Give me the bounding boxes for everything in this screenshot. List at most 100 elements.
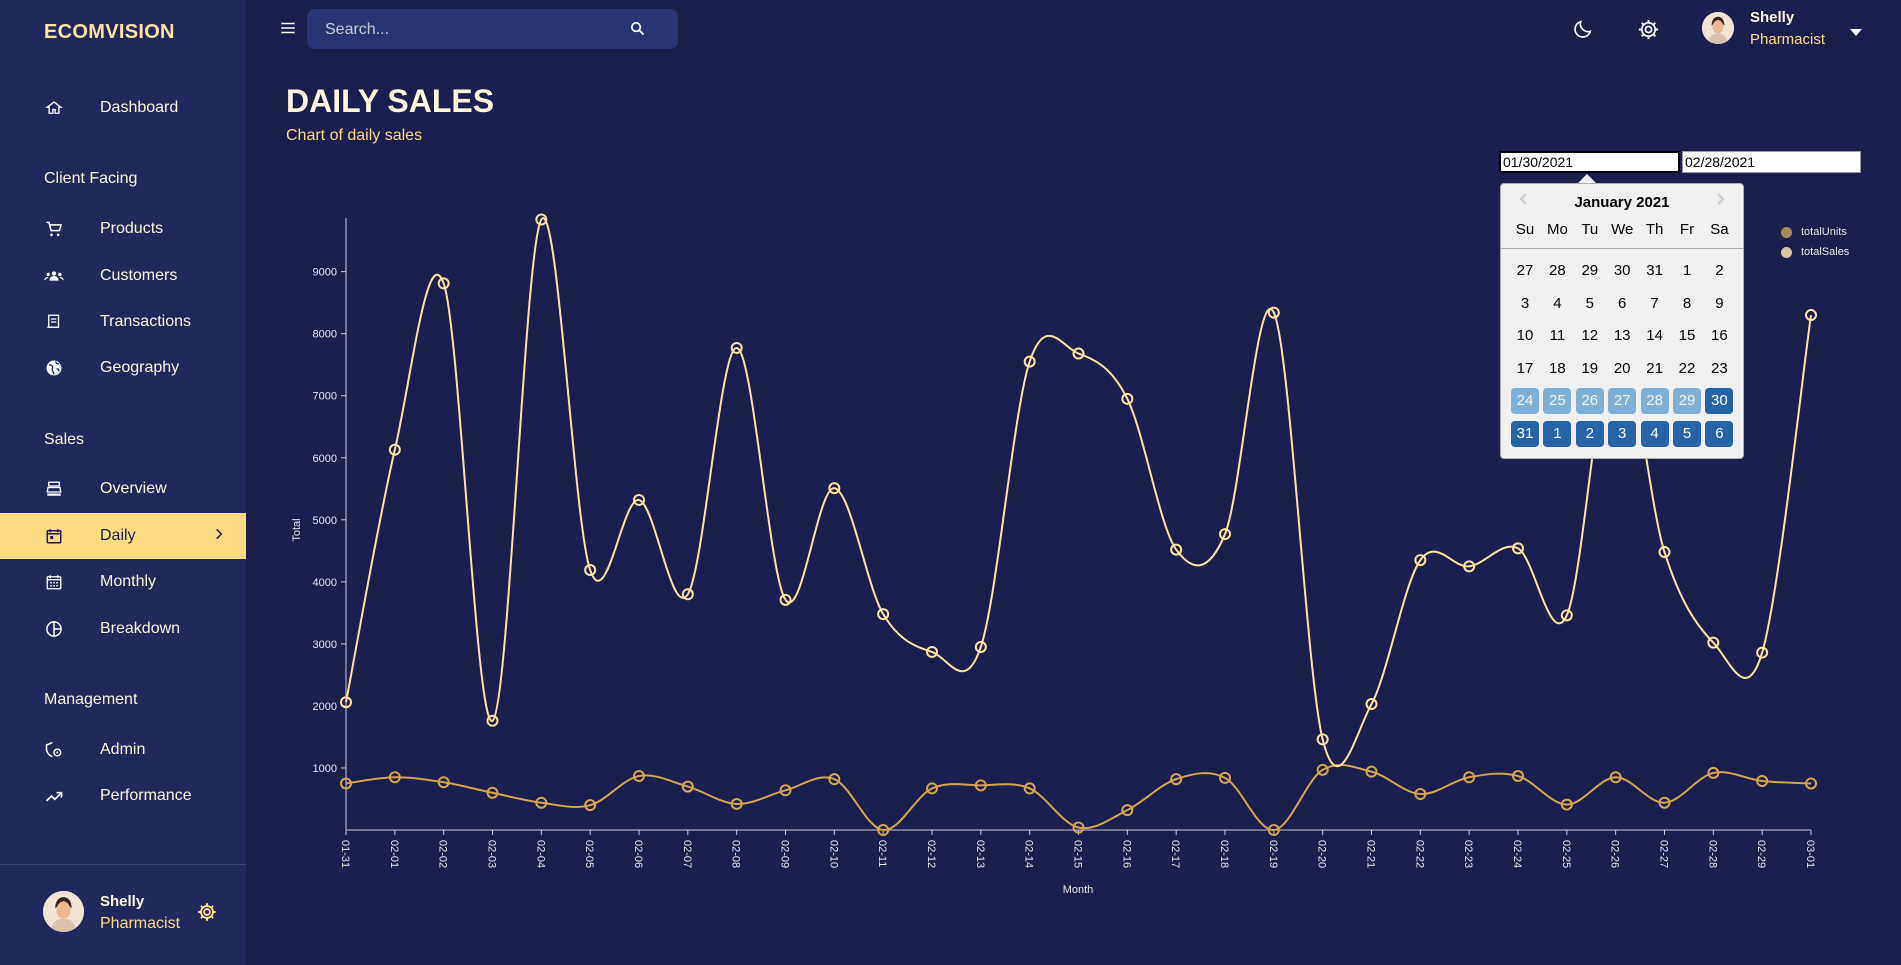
settings-icon[interactable] bbox=[1637, 18, 1660, 46]
data-point-totalUnits[interactable] bbox=[1219, 771, 1231, 784]
data-point-totalUnits[interactable] bbox=[1756, 774, 1769, 787]
data-point-totalSales[interactable] bbox=[828, 482, 841, 495]
next-month-icon[interactable] bbox=[1715, 192, 1725, 210]
data-point-totalUnits[interactable] bbox=[1414, 788, 1427, 801]
data-point-totalSales[interactable] bbox=[1219, 528, 1231, 541]
calendar-day[interactable]: 22 bbox=[1678, 359, 1696, 377]
sidebar-item-admin[interactable]: Admin bbox=[0, 727, 246, 773]
calendar-day[interactable]: 19 bbox=[1581, 359, 1599, 377]
brand-logo[interactable]: ECOMVISION bbox=[44, 21, 175, 43]
calendar-day[interactable]: 3 bbox=[1608, 420, 1637, 447]
data-point-totalUnits[interactable] bbox=[730, 797, 743, 810]
data-point-totalSales[interactable] bbox=[1072, 347, 1085, 360]
data-point-totalSales[interactable] bbox=[584, 564, 597, 577]
sidebar-item-geography[interactable]: Geography bbox=[0, 345, 246, 391]
calendar-day[interactable]: 28 bbox=[1640, 388, 1669, 414]
data-point-totalSales[interactable] bbox=[730, 341, 743, 354]
data-point-totalSales[interactable] bbox=[388, 443, 401, 456]
data-point-totalSales[interactable] bbox=[1121, 392, 1134, 405]
calendar-day[interactable]: 13 bbox=[1613, 327, 1631, 344]
data-point-totalUnits[interactable] bbox=[437, 776, 450, 789]
calendar-day[interactable]: 17 bbox=[1516, 359, 1534, 377]
data-point-totalUnits[interactable] bbox=[779, 784, 792, 797]
data-point-totalUnits[interactable] bbox=[1316, 763, 1329, 776]
calendar-day[interactable]: 30 bbox=[1613, 262, 1631, 279]
dark-mode-icon[interactable] bbox=[1572, 18, 1594, 45]
avatar[interactable] bbox=[1702, 12, 1734, 44]
data-point-totalSales[interactable] bbox=[1560, 609, 1573, 622]
calendar-day[interactable]: 20 bbox=[1613, 359, 1631, 377]
calendar-day[interactable]: 21 bbox=[1646, 359, 1663, 377]
data-point-totalUnits[interactable] bbox=[1267, 824, 1280, 836]
data-point-totalUnits[interactable] bbox=[1170, 773, 1183, 786]
sidebar-item-breakdown[interactable]: Breakdown bbox=[0, 606, 246, 652]
data-point-totalSales[interactable] bbox=[1023, 355, 1036, 368]
data-point-totalSales[interactable] bbox=[974, 640, 987, 653]
search-input[interactable] bbox=[323, 9, 627, 51]
data-point-totalUnits[interactable] bbox=[1365, 765, 1378, 778]
sidebar-item-performance[interactable]: Performance bbox=[0, 773, 246, 819]
calendar-day[interactable]: 15 bbox=[1678, 327, 1696, 344]
calendar-day[interactable]: 31 bbox=[1646, 262, 1663, 279]
data-point-totalSales[interactable] bbox=[437, 277, 450, 290]
calendar-day[interactable]: 4 bbox=[1640, 420, 1669, 447]
sidebar-item-overview[interactable]: Overview bbox=[0, 466, 246, 512]
data-point-totalSales[interactable] bbox=[1365, 698, 1378, 711]
legend-units-label[interactable]: totalUnits bbox=[1801, 226, 1847, 238]
previous-month-icon[interactable] bbox=[1519, 192, 1529, 210]
data-point-totalUnits[interactable] bbox=[340, 777, 352, 790]
calendar-day[interactable]: 9 bbox=[1715, 294, 1724, 312]
sidebar-item-customers[interactable]: Customers bbox=[0, 253, 246, 299]
calendar-day[interactable]: 2 bbox=[1575, 420, 1604, 447]
arrow-drop-down-icon[interactable] bbox=[1850, 24, 1862, 42]
calendar-day[interactable]: 2 bbox=[1715, 262, 1724, 279]
data-point-totalUnits[interactable] bbox=[974, 779, 987, 792]
avatar[interactable] bbox=[43, 891, 84, 932]
data-point-totalUnits[interactable] bbox=[1707, 766, 1720, 779]
sidebar-item-transactions[interactable]: Transactions bbox=[0, 299, 246, 345]
data-point-totalSales[interactable] bbox=[926, 645, 938, 658]
data-point-totalSales[interactable] bbox=[1414, 554, 1427, 567]
data-point-totalUnits[interactable] bbox=[828, 773, 841, 786]
calendar-day[interactable]: 24 bbox=[1511, 388, 1539, 414]
calendar-day[interactable]: 10 bbox=[1516, 327, 1534, 344]
data-point-totalSales[interactable] bbox=[535, 213, 548, 226]
settings-icon[interactable] bbox=[196, 901, 218, 928]
calendar-day[interactable]: 25 bbox=[1543, 388, 1572, 414]
calendar-day[interactable]: 18 bbox=[1549, 359, 1566, 377]
data-point-totalUnits[interactable] bbox=[1512, 770, 1524, 783]
sidebar-item-daily[interactable]: Daily bbox=[0, 513, 246, 559]
data-point-totalUnits[interactable] bbox=[681, 780, 694, 793]
end-date-input[interactable] bbox=[1682, 151, 1861, 173]
data-point-totalSales[interactable] bbox=[1707, 636, 1720, 649]
data-point-totalUnits[interactable] bbox=[1805, 777, 1817, 790]
data-point-totalUnits[interactable] bbox=[1609, 771, 1622, 784]
calendar-day[interactable]: 27 bbox=[1608, 388, 1637, 414]
data-point-totalUnits[interactable] bbox=[926, 782, 938, 795]
calendar-day[interactable]: 31 bbox=[1511, 420, 1539, 447]
search-icon[interactable] bbox=[629, 20, 646, 42]
menu-icon[interactable] bbox=[278, 19, 298, 42]
data-point-totalSales[interactable] bbox=[1463, 560, 1476, 573]
calendar-day[interactable]: 6 bbox=[1705, 420, 1734, 447]
data-point-totalSales[interactable] bbox=[1316, 733, 1329, 746]
data-point-totalSales[interactable] bbox=[1170, 543, 1183, 556]
data-point-totalUnits[interactable] bbox=[584, 799, 597, 812]
data-point-totalUnits[interactable] bbox=[1023, 782, 1036, 795]
calendar-day[interactable]: 7 bbox=[1650, 294, 1659, 312]
sidebar-item-monthly[interactable]: Monthly bbox=[0, 559, 246, 605]
topbar-user-role[interactable]: Pharmacist bbox=[1750, 31, 1826, 48]
data-point-totalUnits[interactable] bbox=[877, 824, 890, 836]
calendar-day[interactable]: 8 bbox=[1682, 294, 1692, 312]
calendar-day[interactable]: 16 bbox=[1711, 327, 1728, 344]
calendar-day[interactable]: 26 bbox=[1575, 388, 1604, 414]
data-point-totalSales[interactable] bbox=[633, 493, 645, 506]
data-point-totalSales[interactable] bbox=[1805, 309, 1817, 322]
data-point-totalUnits[interactable] bbox=[388, 771, 401, 784]
calendar-day[interactable]: 12 bbox=[1581, 327, 1599, 344]
data-point-totalSales[interactable] bbox=[1658, 546, 1671, 559]
calendar-day[interactable]: 30 bbox=[1705, 388, 1734, 414]
calendar-day[interactable]: 14 bbox=[1646, 327, 1663, 344]
data-point-totalUnits[interactable] bbox=[1658, 796, 1671, 809]
data-point-totalUnits[interactable] bbox=[535, 796, 548, 809]
